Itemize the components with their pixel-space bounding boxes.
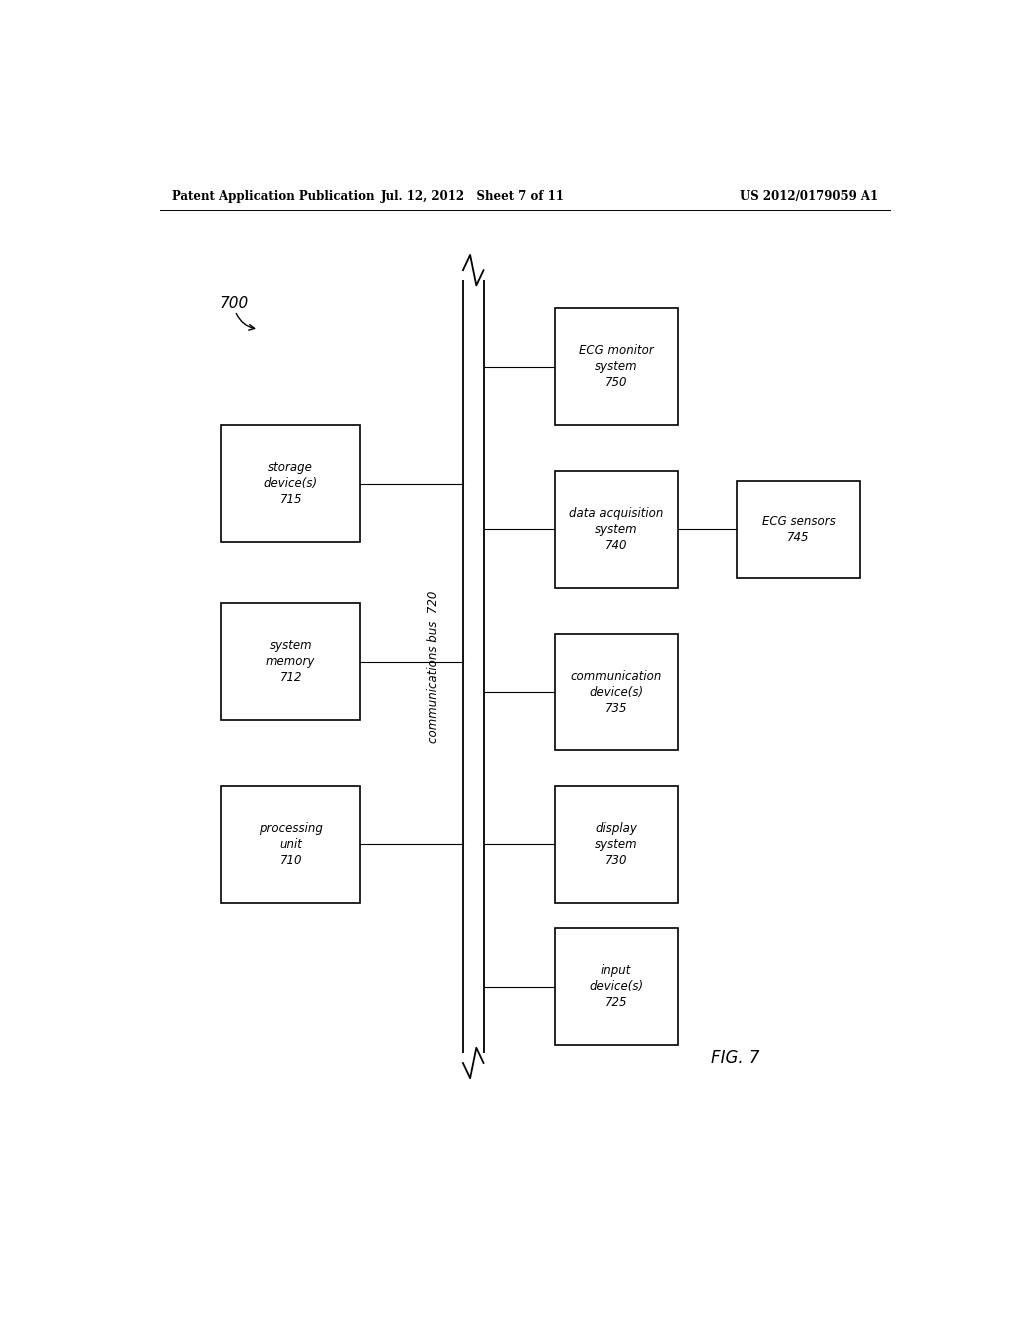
Text: communication
device(s)
735: communication device(s) 735 <box>570 669 662 714</box>
Text: storage
device(s)
715: storage device(s) 715 <box>263 461 317 506</box>
Text: ECG sensors
745: ECG sensors 745 <box>762 515 836 544</box>
Bar <box>737 480 860 578</box>
Bar <box>555 634 678 751</box>
Text: Jul. 12, 2012   Sheet 7 of 11: Jul. 12, 2012 Sheet 7 of 11 <box>381 190 565 202</box>
Text: system
memory
712: system memory 712 <box>266 639 315 684</box>
Text: input
device(s)
725: input device(s) 725 <box>589 965 643 1010</box>
Bar <box>555 471 678 587</box>
Text: display
system
730: display system 730 <box>595 822 637 867</box>
Text: US 2012/0179059 A1: US 2012/0179059 A1 <box>739 190 878 202</box>
Bar <box>221 785 360 903</box>
Text: FIG. 7: FIG. 7 <box>712 1049 760 1067</box>
Bar <box>555 309 678 425</box>
Bar <box>555 928 678 1045</box>
Bar <box>221 603 360 719</box>
Text: Patent Application Publication: Patent Application Publication <box>172 190 374 202</box>
Text: 700: 700 <box>219 296 249 312</box>
Text: data acquisition
system
740: data acquisition system 740 <box>569 507 664 552</box>
Bar <box>221 425 360 543</box>
Text: communications bus  720: communications bus 720 <box>427 590 440 743</box>
Text: processing
unit
710: processing unit 710 <box>259 822 323 867</box>
Bar <box>555 785 678 903</box>
Text: ECG monitor
system
750: ECG monitor system 750 <box>579 345 653 389</box>
